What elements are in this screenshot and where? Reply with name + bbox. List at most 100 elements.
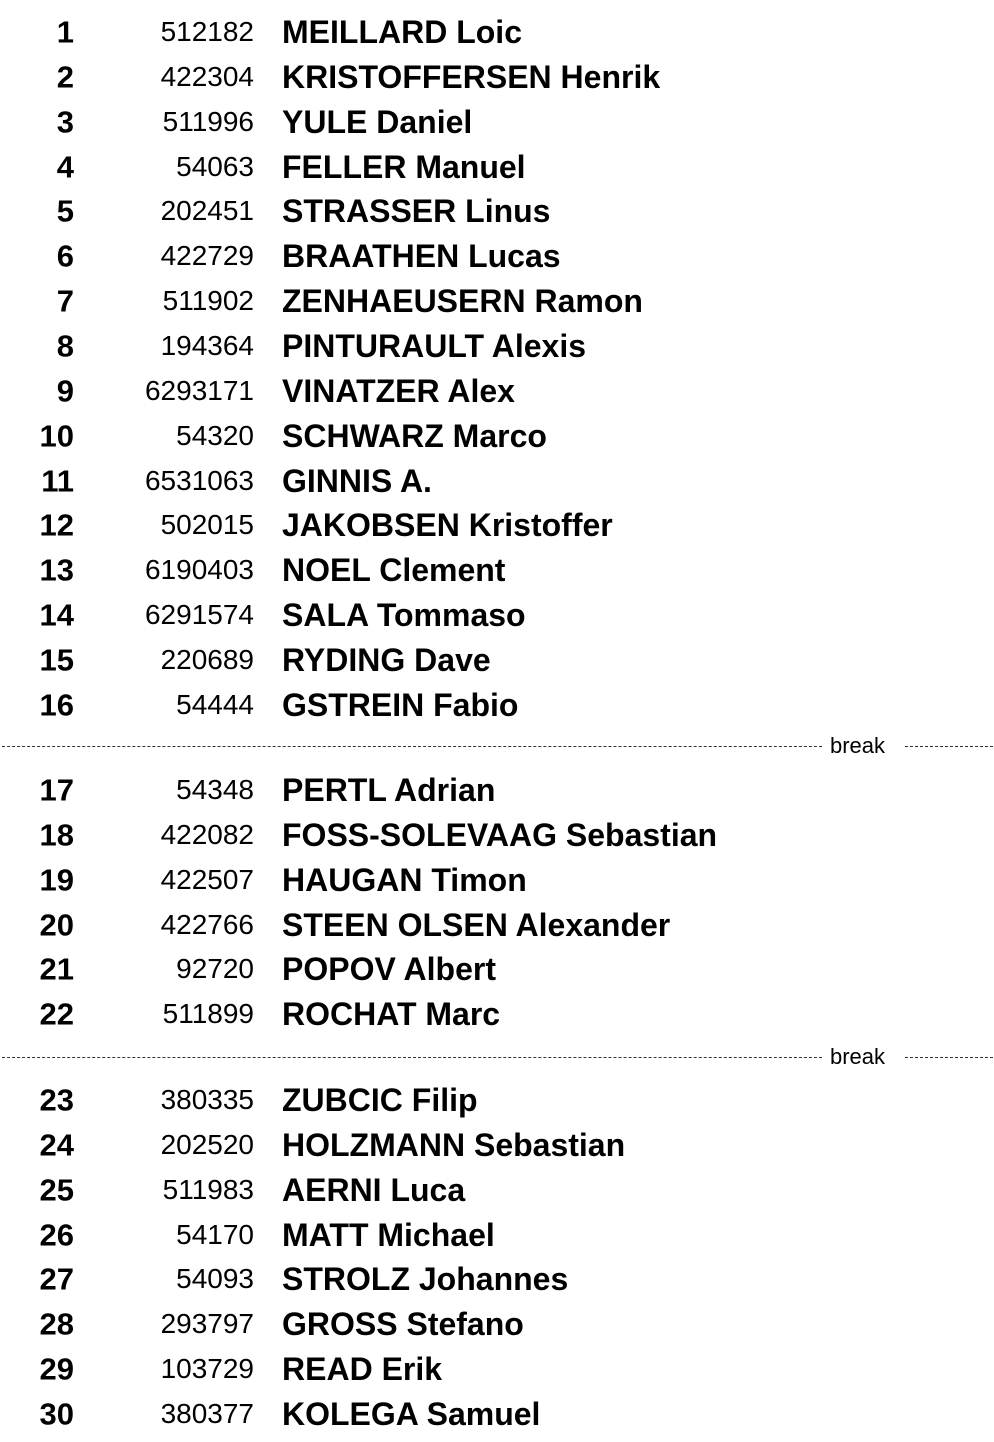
- start-list-row: 27 54093 STROLZ Johannes: [0, 1257, 994, 1302]
- fis-code: 380377: [160, 1398, 254, 1430]
- bib-rank: 1: [56, 14, 74, 50]
- start-list-row: 26 54170 MATT Michael: [0, 1212, 994, 1257]
- bib-rank: 10: [39, 418, 74, 454]
- competitor-name: JAKOBSEN Kristoffer: [282, 507, 613, 544]
- break-separator: break: [0, 1044, 994, 1069]
- fis-code: 511996: [162, 105, 254, 137]
- start-list-row: 29 103729 READ Erik: [0, 1347, 994, 1392]
- competitor-name: BRAATHEN Lucas: [282, 238, 561, 275]
- fis-code: 6291574: [144, 599, 254, 631]
- start-list-row: 18 422082 FOSS-SOLEVAAG Sebastian: [0, 812, 994, 857]
- bib-rank: 8: [56, 328, 74, 364]
- start-list-row: 2 422304 KRISTOFFERSEN Henrik: [0, 54, 994, 99]
- fis-code: 194364: [160, 330, 254, 362]
- fis-code: 422729: [160, 240, 254, 272]
- fis-code: 202520: [160, 1128, 254, 1160]
- competitor-name: MATT Michael: [282, 1216, 495, 1253]
- start-list-row: 16 54444 GSTREIN Fabio: [0, 682, 994, 727]
- competitor-name: SALA Tommaso: [282, 597, 526, 634]
- bib-rank: 5: [56, 193, 74, 229]
- competitor-name: GROSS Stefano: [282, 1306, 524, 1343]
- fis-code: 54320: [176, 419, 254, 451]
- fis-code: 6293171: [144, 374, 254, 406]
- start-list-row: 28 293797 GROSS Stefano: [0, 1302, 994, 1347]
- start-list-row: 1 512182 MEILLARD Loic: [0, 10, 994, 55]
- fis-code: 92720: [176, 953, 254, 985]
- competitor-name: ZUBCIC Filip: [282, 1082, 478, 1119]
- competitor-name: FELLER Manuel: [282, 148, 526, 185]
- start-list-row: 4 54063 FELLER Manuel: [0, 144, 994, 189]
- bib-rank: 25: [39, 1172, 74, 1208]
- fis-code: 380335: [160, 1084, 254, 1116]
- start-list-row: 14 6291574 SALA Tommaso: [0, 593, 994, 638]
- competitor-name: STEEN OLSEN Alexander: [282, 906, 671, 943]
- bib-rank: 27: [39, 1261, 74, 1297]
- start-list-row: 3 511996 YULE Daniel: [0, 99, 994, 144]
- competitor-name: HAUGAN Timon: [282, 861, 527, 898]
- competitor-name: ZENHAEUSERN Ramon: [282, 283, 643, 320]
- competitor-name: READ Erik: [282, 1351, 443, 1388]
- dashed-line: [905, 1057, 993, 1058]
- start-list-row: 20 422766 STEEN OLSEN Alexander: [0, 902, 994, 947]
- break-label: break: [830, 1044, 886, 1069]
- competitor-name: YULE Daniel: [282, 103, 473, 140]
- fis-code: 54093: [176, 1263, 254, 1295]
- competitor-name: RYDING Dave: [282, 642, 491, 679]
- fis-code: 6190403: [144, 554, 254, 586]
- start-list-row: 11 6531063 GINNIS A.: [0, 458, 994, 503]
- bib-rank: 24: [39, 1127, 74, 1163]
- bib-rank: 21: [39, 951, 74, 987]
- start-list-row: 9 6293171 VINATZER Alex: [0, 368, 994, 413]
- dashed-line: [905, 746, 993, 747]
- start-list-row: 30 380377 KOLEGA Samuel: [0, 1392, 994, 1437]
- competitor-name: KOLEGA Samuel: [282, 1396, 541, 1433]
- competitor-name: STROLZ Johannes: [282, 1261, 569, 1298]
- fis-code: 422082: [160, 818, 254, 850]
- bib-rank: 14: [39, 597, 74, 633]
- dashed-line: [2, 746, 822, 747]
- bib-rank: 12: [39, 507, 74, 543]
- start-list-row: 19 422507 HAUGAN Timon: [0, 857, 994, 902]
- bib-rank: 18: [39, 817, 74, 853]
- competitor-name: GSTREIN Fabio: [282, 686, 519, 723]
- start-list-row: 12 502015 JAKOBSEN Kristoffer: [0, 503, 994, 548]
- dashed-line: [2, 1057, 822, 1058]
- bib-rank: 6: [56, 238, 74, 274]
- competitor-name: KRISTOFFERSEN Henrik: [282, 58, 661, 95]
- bib-rank: 15: [39, 642, 74, 678]
- start-group-1: 1 512182 MEILLARD Loic 2 422304 KRISTOFFERSEN…: [0, 10, 994, 728]
- competitor-name: SCHWARZ Marco: [282, 417, 547, 454]
- start-list-row: 13 6190403 NOEL Clement: [0, 548, 994, 593]
- bib-rank: 9: [56, 373, 74, 409]
- start-list-row: 23 380335 ZUBCIC Filip: [0, 1078, 994, 1123]
- bib-rank: 3: [56, 104, 74, 140]
- fis-code: 511983: [162, 1173, 254, 1205]
- bib-rank: 26: [39, 1217, 74, 1253]
- bib-rank: 23: [39, 1082, 74, 1118]
- fis-code: 54444: [176, 688, 254, 720]
- competitor-name: GINNIS A.: [282, 462, 432, 499]
- bib-rank: 22: [39, 996, 74, 1032]
- bib-rank: 11: [41, 463, 74, 499]
- bib-rank: 30: [39, 1396, 74, 1432]
- start-list-row: 25 511983 AERNI Luca: [0, 1167, 994, 1212]
- break-label: break: [830, 733, 886, 758]
- break-separator: break: [0, 733, 994, 758]
- bib-rank: 4: [56, 149, 74, 185]
- bib-rank: 20: [39, 907, 74, 943]
- competitor-name: NOEL Clement: [282, 552, 506, 589]
- fis-code: 220689: [160, 644, 254, 676]
- start-list-row: 7 511902 ZENHAEUSERN Ramon: [0, 279, 994, 324]
- bib-rank: 17: [39, 772, 74, 808]
- fis-code: 293797: [160, 1308, 254, 1340]
- start-list-row: 17 54348 PERTL Adrian: [0, 768, 994, 813]
- start-list-row: 22 511899 ROCHAT Marc: [0, 992, 994, 1037]
- bib-rank: 16: [39, 687, 74, 723]
- competitor-name: STRASSER Linus: [282, 193, 551, 230]
- fis-code: 422507: [160, 863, 254, 895]
- fis-code: 511899: [162, 998, 254, 1030]
- fis-code: 202451: [160, 195, 254, 227]
- start-list-row: 15 220689 RYDING Dave: [0, 638, 994, 683]
- bib-rank: 7: [56, 283, 74, 319]
- competitor-name: AERNI Luca: [282, 1171, 466, 1208]
